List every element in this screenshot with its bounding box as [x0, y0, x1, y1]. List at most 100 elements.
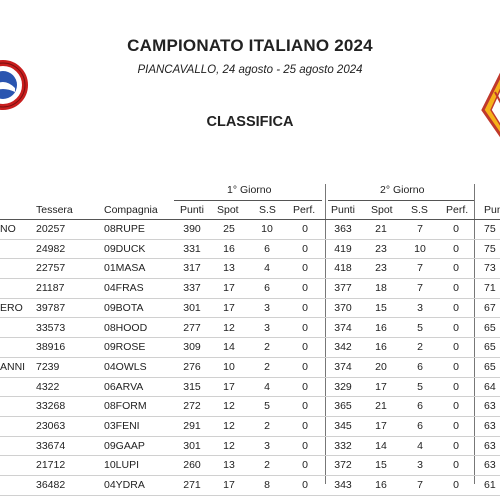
cell-compagnia: 04FRAS: [104, 282, 144, 295]
cell-d2-perf: 0: [453, 400, 459, 413]
cell-total: 75: [484, 242, 496, 255]
col-d1-perf: Perf.: [293, 204, 316, 216]
cell-d2-ss: 4: [417, 439, 423, 452]
cell-tessera: 4322: [36, 380, 60, 393]
cell-compagnia: 01MASA: [104, 262, 146, 275]
cell-d2-ss: 10: [414, 242, 426, 255]
cell-compagnia: 08RUPE: [104, 223, 145, 235]
cell-d2-punti: 332: [334, 439, 352, 452]
cell-compagnia: 09GAAP: [104, 439, 145, 452]
cell-d1-ss: 6: [264, 282, 270, 295]
row-divider: [0, 455, 500, 457]
row-divider: [0, 475, 500, 477]
cell-d2-ss: 7: [417, 223, 423, 235]
cell-tessera: 7239: [36, 360, 60, 373]
cell-d2-perf: 0: [453, 341, 459, 354]
row-divider: [0, 435, 500, 437]
cell-total: 63: [484, 400, 496, 413]
cell-d1-perf: 0: [302, 380, 308, 393]
row-divider: [0, 317, 500, 319]
cell-d1-perf: 0: [302, 301, 308, 314]
cell-d1-ss: 4: [264, 380, 270, 393]
cell-d2-spot: 16: [375, 479, 387, 492]
cell-tessera: 24982: [36, 242, 66, 255]
cell-d2-punti: 365: [334, 400, 352, 413]
table-row: ERO 39787 09BOTA 301 17 3 0 370 15 3 0 67: [0, 299, 500, 319]
cell-compagnia: 03FENI: [104, 420, 140, 432]
table-row: 21712 10LUPI 260 13 2 0 372 15 3 0 63: [0, 456, 500, 477]
cell-total: 65: [484, 360, 496, 373]
cell-d2-ss: 6: [417, 400, 423, 413]
cell-d2-ss: 6: [417, 360, 423, 373]
cell-d1-perf: 0: [302, 321, 308, 334]
federation-logo-left: [0, 56, 28, 114]
cell-d2-punti: 370: [334, 301, 352, 314]
col-d2-spot: Spot: [371, 204, 393, 216]
col-total-punti: Pun: [484, 204, 500, 216]
section-title: CLASSIFICA: [206, 114, 294, 130]
cell-d1-punti: 331: [183, 242, 201, 255]
cell-d1-spot: 10: [223, 360, 235, 373]
day1-divider: [174, 200, 322, 201]
cell-d1-perf: 0: [302, 223, 308, 235]
cell-d2-punti: 329: [334, 380, 352, 393]
cell-name: ANNI: [0, 360, 26, 373]
cell-tessera: 36482: [36, 479, 66, 492]
cell-d1-spot: 17: [223, 282, 235, 295]
cell-d2-ss: 3: [417, 301, 423, 314]
cell-d1-ss: 5: [264, 400, 270, 413]
cell-d1-spot: 12: [223, 439, 235, 452]
cell-total: 64: [484, 380, 496, 393]
cell-d1-spot: 12: [223, 321, 235, 334]
col-d2-perf: Perf.: [446, 204, 469, 216]
cell-d1-ss: 2: [264, 459, 270, 472]
total-separator: [474, 184, 475, 484]
table-row: 33674 09GAAP 301 12 3 0 332 14 4 0 63: [0, 437, 500, 457]
cell-d2-perf: 0: [453, 360, 459, 373]
cell-d2-perf: 0: [453, 420, 459, 432]
col-d2-ss: S.S: [411, 204, 428, 216]
cell-d2-punti: 418: [334, 262, 352, 275]
cell-d2-ss: 2: [417, 341, 423, 354]
cell-tessera: 38916: [36, 341, 66, 354]
cell-d2-spot: 15: [375, 459, 387, 472]
cell-name: NO: [0, 223, 16, 235]
cell-d2-punti: 419: [334, 242, 352, 255]
col-tessera: Tessera: [36, 204, 73, 216]
table-row: 36482 04YDRA 271 17 8 0 343 16 7 0 61: [0, 476, 500, 496]
cell-d2-ss: 5: [417, 321, 423, 334]
cell-total: 67: [484, 301, 496, 314]
table-row: 33573 08HOOD 277 12 3 0 374 16 5 0 65: [0, 319, 500, 339]
cell-total: 63: [484, 459, 496, 472]
table-row: 24982 09DUCK 331 16 6 0 419 23 10 0 75: [0, 240, 500, 260]
cell-compagnia: 06ARVA: [104, 380, 144, 393]
row-divider: [0, 415, 500, 417]
cell-compagnia: 08FORM: [104, 400, 147, 413]
row-divider: [0, 356, 500, 358]
table-row: 4322 06ARVA 315 17 4 0 329 17 5 0 64: [0, 378, 500, 398]
cell-d1-spot: 12: [223, 420, 235, 432]
cell-d2-perf: 0: [453, 380, 459, 393]
cell-d2-ss: 7: [417, 479, 423, 492]
cell-d1-ss: 2: [264, 360, 270, 373]
cell-total: 61: [484, 479, 496, 492]
table-row: 38916 09ROSE 309 14 2 0 342 16 2 0 65: [0, 338, 500, 358]
cell-total: 63: [484, 420, 496, 432]
cell-d2-punti: 343: [334, 479, 352, 492]
cell-name: ERO: [0, 301, 23, 314]
cell-d1-punti: 337: [183, 282, 201, 295]
cell-tessera: 33573: [36, 321, 66, 334]
cell-total: 65: [484, 341, 496, 354]
day-separator: [325, 184, 326, 484]
row-divider: [0, 376, 500, 378]
table-row: ANNI 7239 04OWLS 276 10 2 0 374 20 6 0 65: [0, 358, 500, 378]
cell-d1-ss: 3: [264, 439, 270, 452]
row-divider: [0, 297, 500, 299]
cell-d2-perf: 0: [453, 262, 459, 275]
cell-d2-spot: 21: [375, 400, 387, 413]
cell-total: 63: [484, 439, 496, 452]
cell-d2-spot: 16: [375, 341, 387, 354]
cell-d2-perf: 0: [453, 321, 459, 334]
cell-d2-spot: 23: [375, 242, 387, 255]
cell-d2-punti: 374: [334, 321, 352, 334]
